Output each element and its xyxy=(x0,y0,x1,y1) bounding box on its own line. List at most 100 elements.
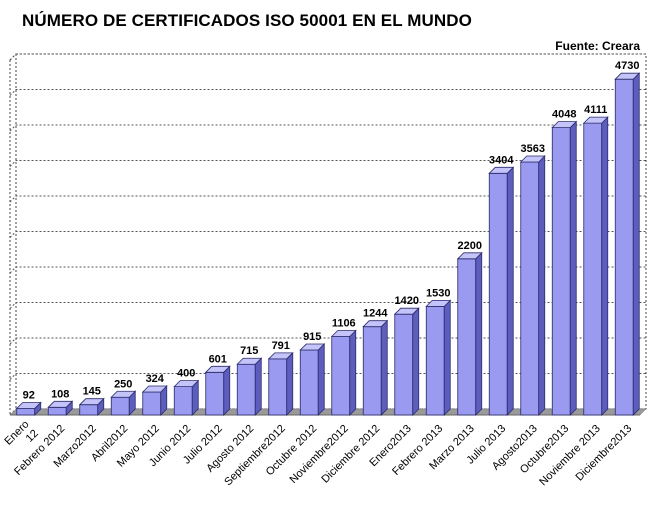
bar-front xyxy=(110,396,130,416)
bar xyxy=(78,397,105,416)
bar-front xyxy=(236,363,256,416)
data-label: 715 xyxy=(240,345,258,357)
bar xyxy=(393,307,420,416)
bar-front xyxy=(47,406,67,416)
bar-front xyxy=(142,391,162,416)
category-label: Diciembre2013 xyxy=(574,423,635,484)
chart-source: Fuente: Creara xyxy=(555,39,640,53)
plot-area xyxy=(15,53,647,410)
bar-side xyxy=(380,319,388,416)
data-label: 1106 xyxy=(332,317,356,329)
data-label: 2200 xyxy=(458,240,482,252)
bar-side xyxy=(443,299,451,416)
bar-top xyxy=(173,380,200,388)
bar xyxy=(425,299,452,416)
bar-front xyxy=(173,386,193,416)
bar xyxy=(204,365,231,416)
bar-front xyxy=(299,349,319,416)
bar-front xyxy=(551,127,571,416)
bar xyxy=(330,329,357,416)
data-label: 108 xyxy=(51,388,69,400)
bar-side xyxy=(506,166,514,416)
bar-side xyxy=(286,351,294,416)
bar-top xyxy=(204,365,231,373)
bar xyxy=(173,379,200,416)
bar xyxy=(456,251,483,416)
bar xyxy=(15,401,42,416)
bar xyxy=(488,166,515,416)
bar-top xyxy=(78,398,105,406)
bar-top xyxy=(614,72,641,80)
bar-front xyxy=(16,408,36,416)
bar-side xyxy=(538,155,546,416)
gridline xyxy=(9,266,646,274)
bar-top xyxy=(582,116,609,124)
gridline xyxy=(9,231,646,238)
data-label: 324 xyxy=(146,373,165,385)
data-label: 145 xyxy=(83,386,101,398)
bar xyxy=(110,390,137,416)
bar-side xyxy=(349,329,357,416)
gridline xyxy=(9,124,646,132)
bar-top xyxy=(236,357,263,365)
bar-front xyxy=(457,258,477,416)
bar-front xyxy=(425,305,445,416)
data-label: 1244 xyxy=(363,308,388,320)
bar-top xyxy=(551,121,578,128)
bar-front xyxy=(205,371,225,416)
bar-side xyxy=(254,357,262,416)
data-label: 915 xyxy=(303,331,321,343)
bar xyxy=(551,120,578,416)
bar-front xyxy=(394,313,414,416)
bar xyxy=(299,343,326,416)
bar xyxy=(236,357,263,416)
bar-front xyxy=(520,161,540,416)
bar-side xyxy=(317,343,325,416)
bar-top xyxy=(110,390,137,398)
bar-side xyxy=(569,120,577,416)
bar-side xyxy=(412,307,420,416)
bar-side xyxy=(223,365,231,416)
data-label: 791 xyxy=(272,340,290,352)
bar-top xyxy=(456,252,483,260)
data-label: 92 xyxy=(23,389,35,401)
bar-top xyxy=(488,166,515,174)
bar-top xyxy=(141,385,168,393)
bar-top xyxy=(299,343,326,351)
bar-front xyxy=(583,122,603,416)
data-label: 3563 xyxy=(521,143,545,155)
bar-top xyxy=(267,352,294,360)
data-label: 400 xyxy=(177,368,195,380)
bar-front xyxy=(79,404,99,416)
bar xyxy=(47,400,74,416)
bar-front xyxy=(362,326,382,416)
bar-front xyxy=(268,358,288,416)
gridline xyxy=(9,89,646,96)
bar xyxy=(614,72,641,416)
gridline xyxy=(9,53,646,61)
bar-side xyxy=(475,251,483,416)
bar-side xyxy=(632,72,640,416)
bar xyxy=(519,155,546,416)
gridline xyxy=(9,195,646,203)
data-label: 4730 xyxy=(615,60,639,72)
bar-top xyxy=(519,155,546,163)
bar xyxy=(141,385,168,416)
bar-top xyxy=(330,330,357,337)
data-label: 4048 xyxy=(552,109,576,121)
data-label: 4111 xyxy=(584,104,607,116)
bar-top xyxy=(47,400,74,408)
bar xyxy=(582,116,609,416)
bar-top xyxy=(393,307,420,315)
data-label: 250 xyxy=(114,378,132,390)
chart-floor xyxy=(9,408,647,416)
bar-top xyxy=(362,320,389,328)
bar-front xyxy=(488,172,508,416)
data-label: 601 xyxy=(209,353,227,365)
chart-title: NÚMERO DE CERTIFICADOS ISO 50001 EN EL M… xyxy=(22,11,472,30)
data-label: 1530 xyxy=(426,287,450,299)
data-label: 3404 xyxy=(489,154,514,166)
bar xyxy=(267,351,294,416)
bar-front xyxy=(331,336,351,416)
